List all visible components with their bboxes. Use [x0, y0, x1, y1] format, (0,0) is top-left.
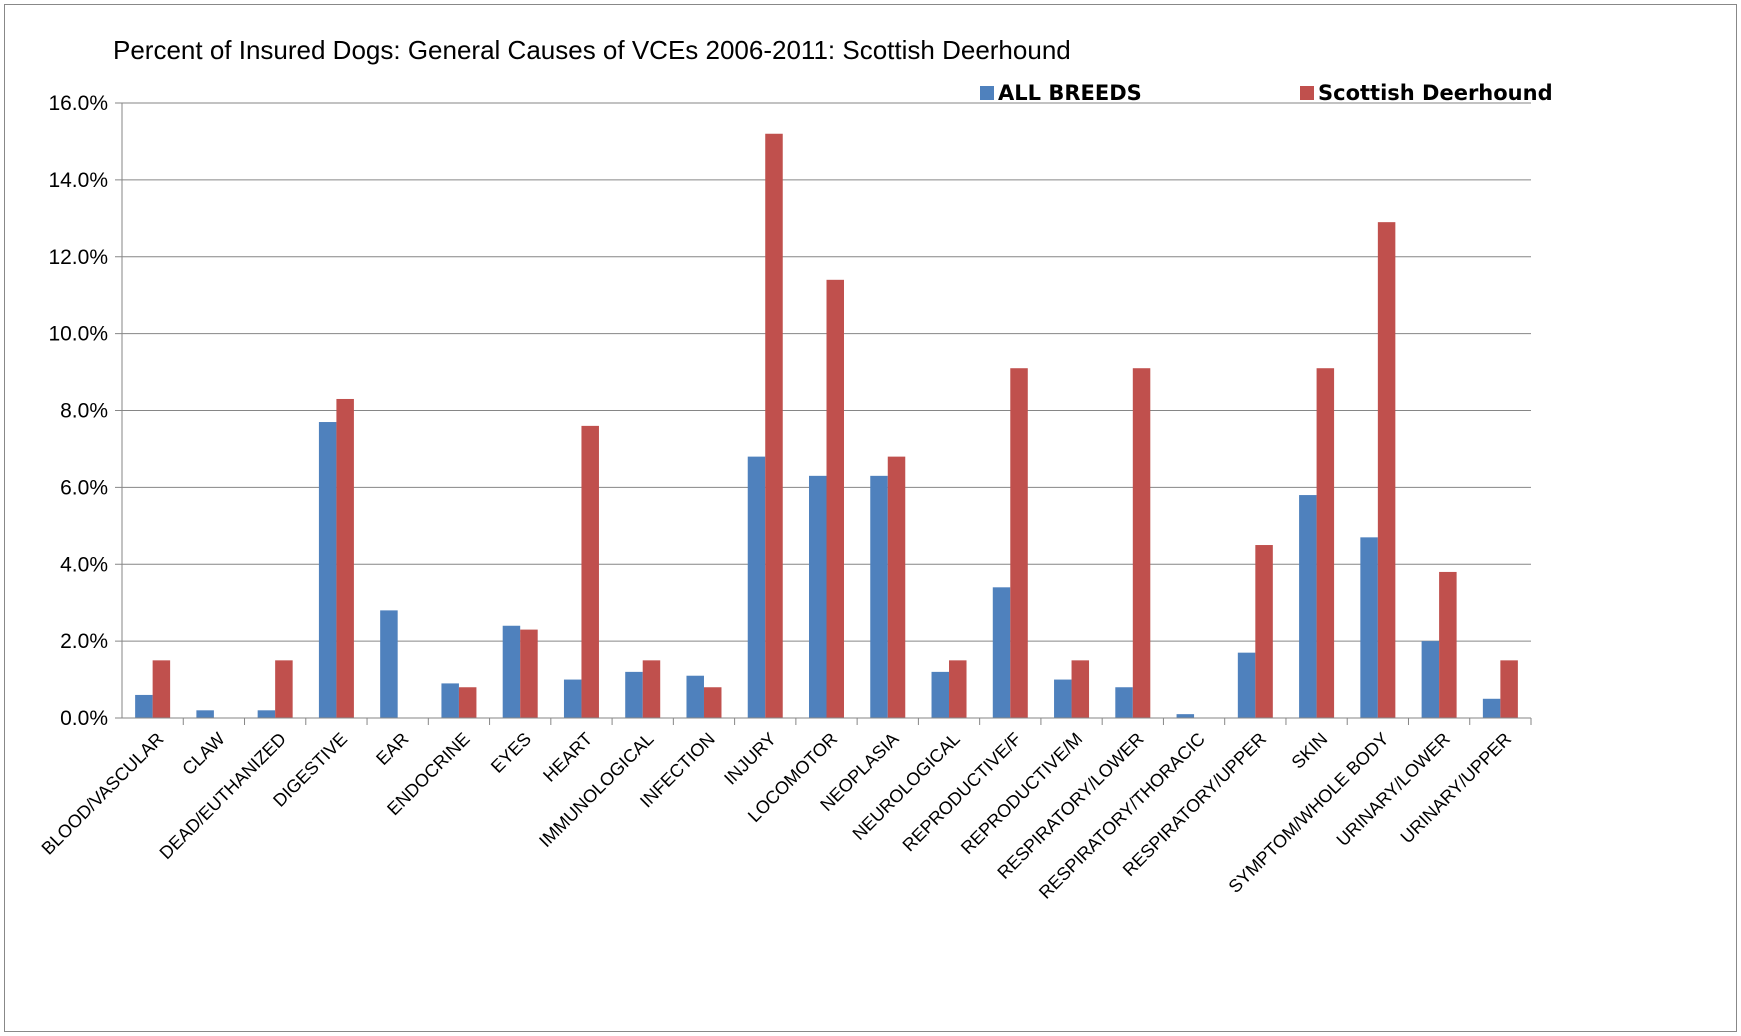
bar-scottish-deerhound	[520, 629, 538, 718]
y-tick-label: 6.0%	[60, 476, 108, 499]
bar-all-breeds	[257, 710, 276, 718]
bar-scottish-deerhound	[336, 398, 354, 718]
y-tick-label: 2.0%	[60, 630, 108, 653]
bar-all-breeds	[809, 475, 827, 718]
chart-frame: Percent of Insured Dogs: General Causes …	[4, 4, 1737, 1032]
bar-scottish-deerhound	[275, 660, 293, 718]
bar-scottish-deerhound	[1439, 571, 1457, 718]
bar-scottish-deerhound	[152, 660, 171, 718]
bar-scottish-deerhound	[703, 687, 722, 718]
bar-scottish-deerhound	[1316, 368, 1335, 718]
bar-all-breeds	[502, 625, 521, 718]
x-tick-label: HEART	[539, 729, 596, 786]
bar-scottish-deerhound	[1500, 660, 1518, 718]
legend-label: ALL BREEDS	[998, 81, 1142, 105]
bar-all-breeds	[1176, 714, 1195, 718]
x-tick-label: CLAW	[178, 729, 228, 779]
bar-all-breeds	[1360, 537, 1378, 718]
bar-all-breeds	[870, 475, 888, 718]
y-tick-label: 4.0%	[60, 553, 108, 576]
y-tick-label: 16.0%	[48, 92, 108, 115]
bar-all-breeds	[931, 671, 950, 718]
bar-all-breeds	[1482, 698, 1501, 718]
x-tick-label: BLOOD/VASCULAR	[38, 729, 168, 859]
bar-scottish-deerhound	[887, 456, 906, 718]
bar-scottish-deerhound	[642, 660, 661, 718]
legend-label: Scottish Deerhound	[1318, 81, 1553, 105]
bar-scottish-deerhound	[1255, 545, 1273, 718]
bar-scottish-deerhound	[581, 425, 599, 718]
bar-scottish-deerhound	[1071, 660, 1090, 718]
bar-scottish-deerhound	[1010, 368, 1028, 718]
x-tick-label: NEUROLOGICAL	[849, 729, 964, 844]
x-tick-label: REPRODUCTIVE/M	[957, 729, 1086, 858]
y-axis-ticks: 0.0% 2.0% 4.0% 6.0% 8.0% 10.0% 12.0% 14.0% 16.0%	[48, 92, 122, 730]
y-tick-label: 8.0%	[60, 400, 108, 423]
chart-title: Percent of Insured Dogs: General Causes …	[113, 35, 1071, 65]
bar-scottish-deerhound	[949, 660, 967, 718]
bar-all-breeds	[1115, 687, 1133, 718]
bar-all-breeds	[686, 675, 704, 718]
x-tick-label: URINARY/UPPER	[1397, 729, 1516, 848]
x-tick-label: SKIN	[1288, 729, 1332, 773]
bar-all-breeds	[441, 683, 459, 718]
x-tick-label: IMMUNOLOGICAL	[535, 729, 657, 851]
bar-chart: Percent of Insured Dogs: General Causes …	[38, 35, 1553, 903]
bar-all-breeds	[380, 610, 398, 718]
bar-scottish-deerhound	[826, 279, 844, 718]
bars	[135, 133, 1518, 718]
bar-all-breeds	[625, 671, 643, 718]
y-tick-label: 14.0%	[48, 169, 108, 192]
x-tick-label: REPRODUCTIVE/F	[899, 729, 1026, 856]
bar-all-breeds	[992, 587, 1011, 718]
y-tick-label: 12.0%	[48, 246, 108, 269]
bar-scottish-deerhound	[765, 133, 783, 718]
bar-all-breeds	[318, 422, 337, 718]
x-tick-label: URINARY/LOWER	[1333, 729, 1454, 850]
bar-scottish-deerhound	[458, 687, 477, 718]
bar-all-breeds	[1237, 652, 1256, 718]
legend-swatch	[980, 86, 994, 100]
bar-scottish-deerhound	[1132, 368, 1151, 718]
bar-all-breeds	[563, 679, 582, 718]
y-tick-label: 0.0%	[60, 707, 108, 730]
bar-all-breeds	[1299, 495, 1317, 718]
legend: ALL BREEDS Scottish Deerhound	[980, 81, 1553, 105]
x-axis-ticks: BLOOD/VASCULAR CLAWDEAD/EUTHANIZEDDIGESTI…	[38, 718, 1532, 903]
legend-swatch	[1300, 86, 1314, 100]
bar-scottish-deerhound	[1377, 222, 1396, 718]
bar-all-breeds	[747, 456, 766, 718]
x-tick-label: EYES	[487, 729, 535, 777]
bar-all-breeds	[135, 694, 153, 718]
bar-all-breeds	[1421, 641, 1440, 718]
bar-all-breeds	[196, 710, 214, 718]
y-tick-label: 10.0%	[48, 323, 108, 346]
x-tick-label: INJURY	[720, 729, 780, 789]
bar-all-breeds	[1054, 679, 1072, 718]
x-tick-label: EAR	[372, 729, 412, 769]
